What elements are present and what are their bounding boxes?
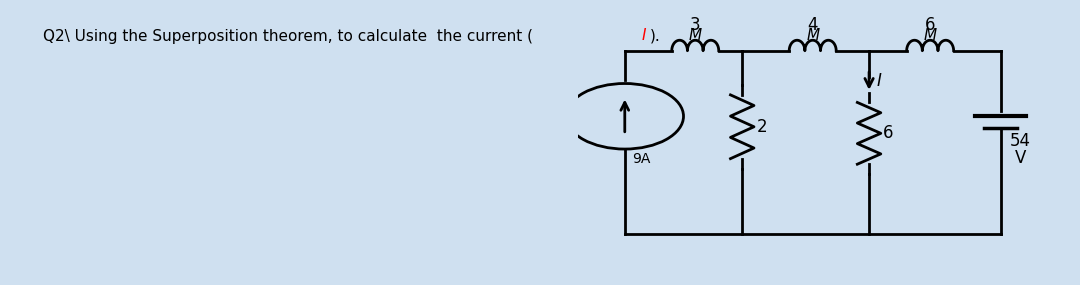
Text: M: M (806, 28, 820, 43)
Text: 2: 2 (756, 118, 767, 136)
Text: Q2\ Using the Superposition theorem, to calculate  the current (: Q2\ Using the Superposition theorem, to … (43, 28, 534, 44)
Text: V: V (1015, 149, 1026, 167)
Text: 9A: 9A (632, 152, 650, 166)
Text: I: I (876, 72, 881, 90)
Text: ).: ). (650, 28, 661, 44)
Text: 3: 3 (690, 16, 701, 34)
Text: I: I (642, 28, 646, 44)
Text: 4: 4 (808, 16, 818, 34)
Text: M: M (923, 28, 936, 43)
Text: M: M (689, 28, 702, 43)
Text: 6: 6 (924, 16, 935, 34)
Text: 54: 54 (1010, 132, 1031, 150)
Text: 6: 6 (883, 124, 893, 142)
